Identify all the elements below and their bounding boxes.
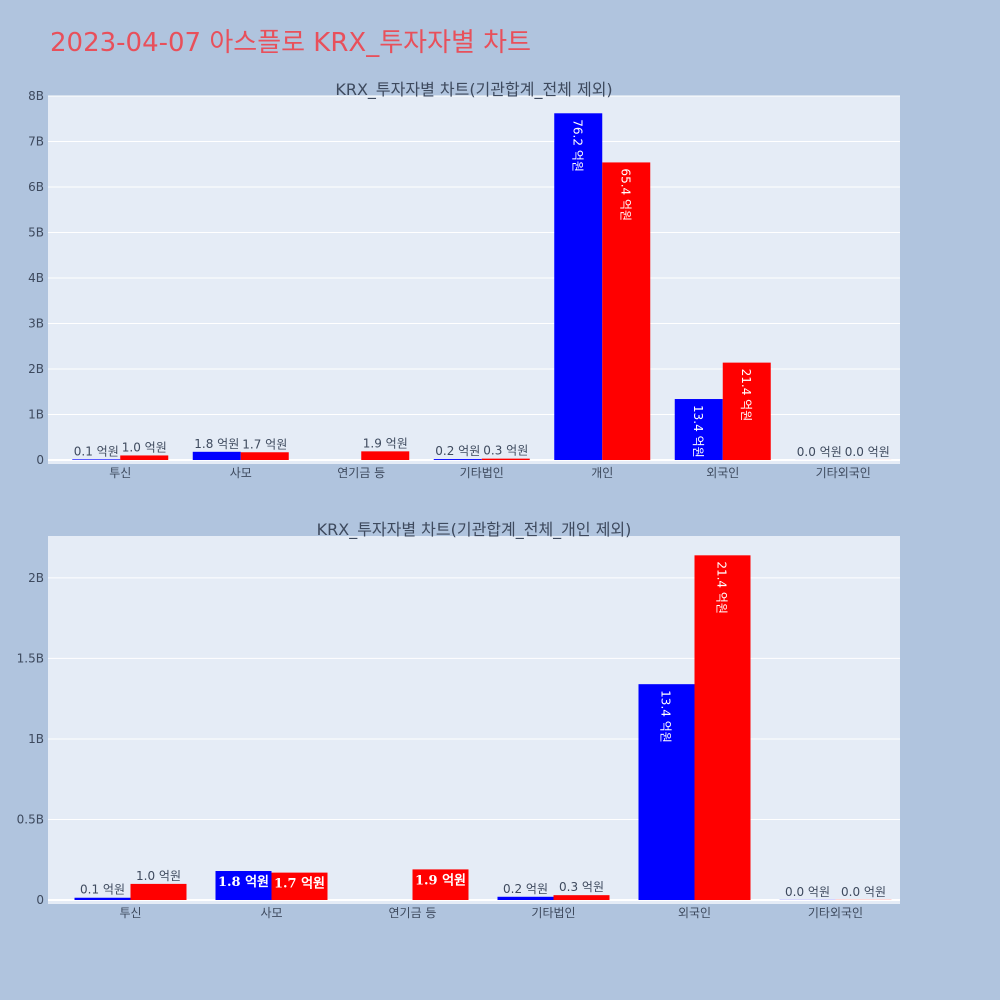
x-tick-label: 연기금 등 [337, 466, 385, 480]
x-tick-label: 사모 [230, 466, 252, 480]
data-label: 21.4 억원 [739, 369, 753, 422]
chart-title: KRX_투자자별 차트(기관합계_전체_개인 제외) [317, 520, 632, 540]
bar [120, 455, 169, 460]
data-label: 1.0 억원 [122, 440, 167, 454]
bar [433, 459, 482, 460]
data-label: 1.9 억원 [363, 436, 408, 450]
x-tick-label: 투신 [109, 466, 131, 480]
y-tick-label: 0 [36, 893, 44, 907]
data-label: 0.1 억원 [74, 444, 119, 458]
bar [215, 871, 272, 900]
data-label: 13.4 억원 [659, 690, 673, 743]
bar [72, 459, 121, 460]
bar [674, 399, 723, 460]
bar [722, 362, 771, 460]
bar [130, 883, 187, 900]
data-label: 0.2 억원 [503, 882, 548, 896]
y-tick-label: 5B [28, 226, 44, 240]
data-label: 0.2 억원 [435, 444, 480, 458]
data-label: 1.8 억원 [218, 875, 269, 890]
x-tick-label: 투신 [119, 906, 141, 920]
y-tick-label: 3B [28, 317, 44, 331]
data-label: 0.3 억원 [483, 444, 528, 458]
data-label: 65.4 억원 [618, 168, 632, 221]
bar [497, 896, 554, 900]
x-tick-label: 외국인 [706, 466, 739, 480]
y-tick-label: 6B [28, 180, 44, 194]
y-tick-label: 0.5B [17, 812, 44, 826]
data-label: 0.0 억원 [841, 885, 886, 899]
bar [602, 162, 651, 460]
bar [554, 113, 603, 460]
x-tick-label: 외국인 [678, 906, 711, 920]
bar [638, 684, 695, 900]
y-tick-label: 1B [28, 732, 44, 746]
x-tick-label: 기타법인 [460, 466, 504, 480]
y-tick-label: 7B [28, 135, 44, 149]
y-tick-label: 8B [28, 89, 44, 103]
y-tick-label: 0 [36, 453, 44, 467]
data-label: 1.7 억원 [242, 437, 287, 451]
data-label: 13.4 억원 [691, 405, 705, 458]
data-label: 0.0 억원 [797, 445, 842, 459]
data-label: 0.0 억원 [845, 445, 890, 459]
bar [271, 872, 328, 900]
chart-panel-1: 0 1B 2B 3B 4B 5B 6B 7B 8B KRX_투자자별 차트(기관합계_전체 제외)… [28, 80, 900, 480]
y-tick-label: 1.5B [17, 651, 44, 665]
y-tick-label: 1B [28, 408, 44, 422]
data-label: 0.0 억원 [785, 885, 830, 899]
data-label: 1.7 억원 [274, 877, 325, 892]
data-label: 1.8 억원 [194, 437, 239, 451]
y-tick-label: 4B [28, 271, 44, 285]
x-tick-label: 사모 [260, 906, 282, 920]
x-tick-label: 기타외국인 [816, 466, 871, 480]
bar [553, 895, 610, 900]
y-tick-label: 2B [28, 571, 44, 585]
x-tick-label: 기타외국인 [808, 906, 863, 920]
bar [694, 555, 751, 900]
bar [481, 458, 530, 460]
bar [192, 451, 241, 460]
data-label: 76.2 억원 [570, 119, 584, 172]
chart-title: KRX_투자자별 차트(기관합계_전체 제외) [335, 80, 612, 100]
bar [240, 452, 289, 460]
data-label: 21.4 억원 [715, 561, 729, 614]
y-tick-label: 2B [28, 362, 44, 376]
bar [361, 451, 410, 460]
plot-area [48, 536, 900, 904]
chart-panel-2: 0 0.5B 1B 1.5B 2B KRX_투자자별 차트(기관합계_전체_개인 제외) 투… [17, 520, 900, 920]
bar [412, 869, 469, 900]
data-label: 1.9 억원 [415, 873, 466, 888]
x-tick-label: 기타법인 [531, 906, 575, 920]
plot-area [48, 96, 900, 464]
data-label: 0.1 억원 [80, 883, 125, 897]
page-title: 2023-04-07 아스플로 KRX_투자자별 차트 [50, 28, 532, 58]
bar [74, 897, 131, 900]
data-label: 0.3 억원 [559, 880, 604, 894]
data-label: 1.0 억원 [136, 869, 181, 883]
x-tick-label: 연기금 등 [389, 906, 437, 920]
x-tick-label: 개인 [591, 466, 613, 480]
